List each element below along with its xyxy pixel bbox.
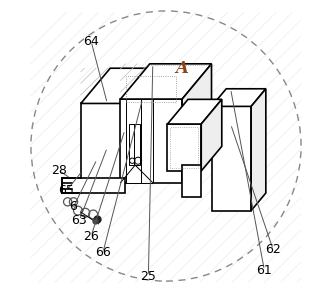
Polygon shape (211, 89, 266, 106)
Text: 63: 63 (71, 214, 87, 227)
Bar (81, 104, 139, 183)
Bar (170, 127, 198, 168)
Bar (121, 99, 182, 183)
Text: 62: 62 (265, 243, 281, 256)
Text: 25: 25 (140, 270, 156, 283)
Text: 28: 28 (51, 164, 67, 177)
Polygon shape (201, 99, 222, 171)
Bar (126, 76, 176, 102)
Polygon shape (139, 68, 169, 183)
Text: A: A (176, 60, 189, 77)
Text: 26: 26 (83, 230, 99, 243)
Polygon shape (81, 68, 169, 104)
Bar (167, 124, 201, 171)
Bar (211, 106, 251, 211)
Text: 6: 6 (70, 200, 77, 213)
Bar (141, 99, 153, 183)
Bar (62, 178, 125, 193)
Text: 65: 65 (58, 184, 74, 197)
Text: 66: 66 (95, 246, 111, 259)
Bar (182, 165, 201, 197)
Text: 64: 64 (83, 35, 99, 48)
Polygon shape (121, 64, 211, 99)
Polygon shape (251, 89, 266, 211)
Bar (129, 124, 139, 165)
Bar (126, 99, 141, 183)
Polygon shape (182, 64, 211, 183)
Polygon shape (167, 99, 222, 124)
Text: 61: 61 (257, 264, 272, 277)
